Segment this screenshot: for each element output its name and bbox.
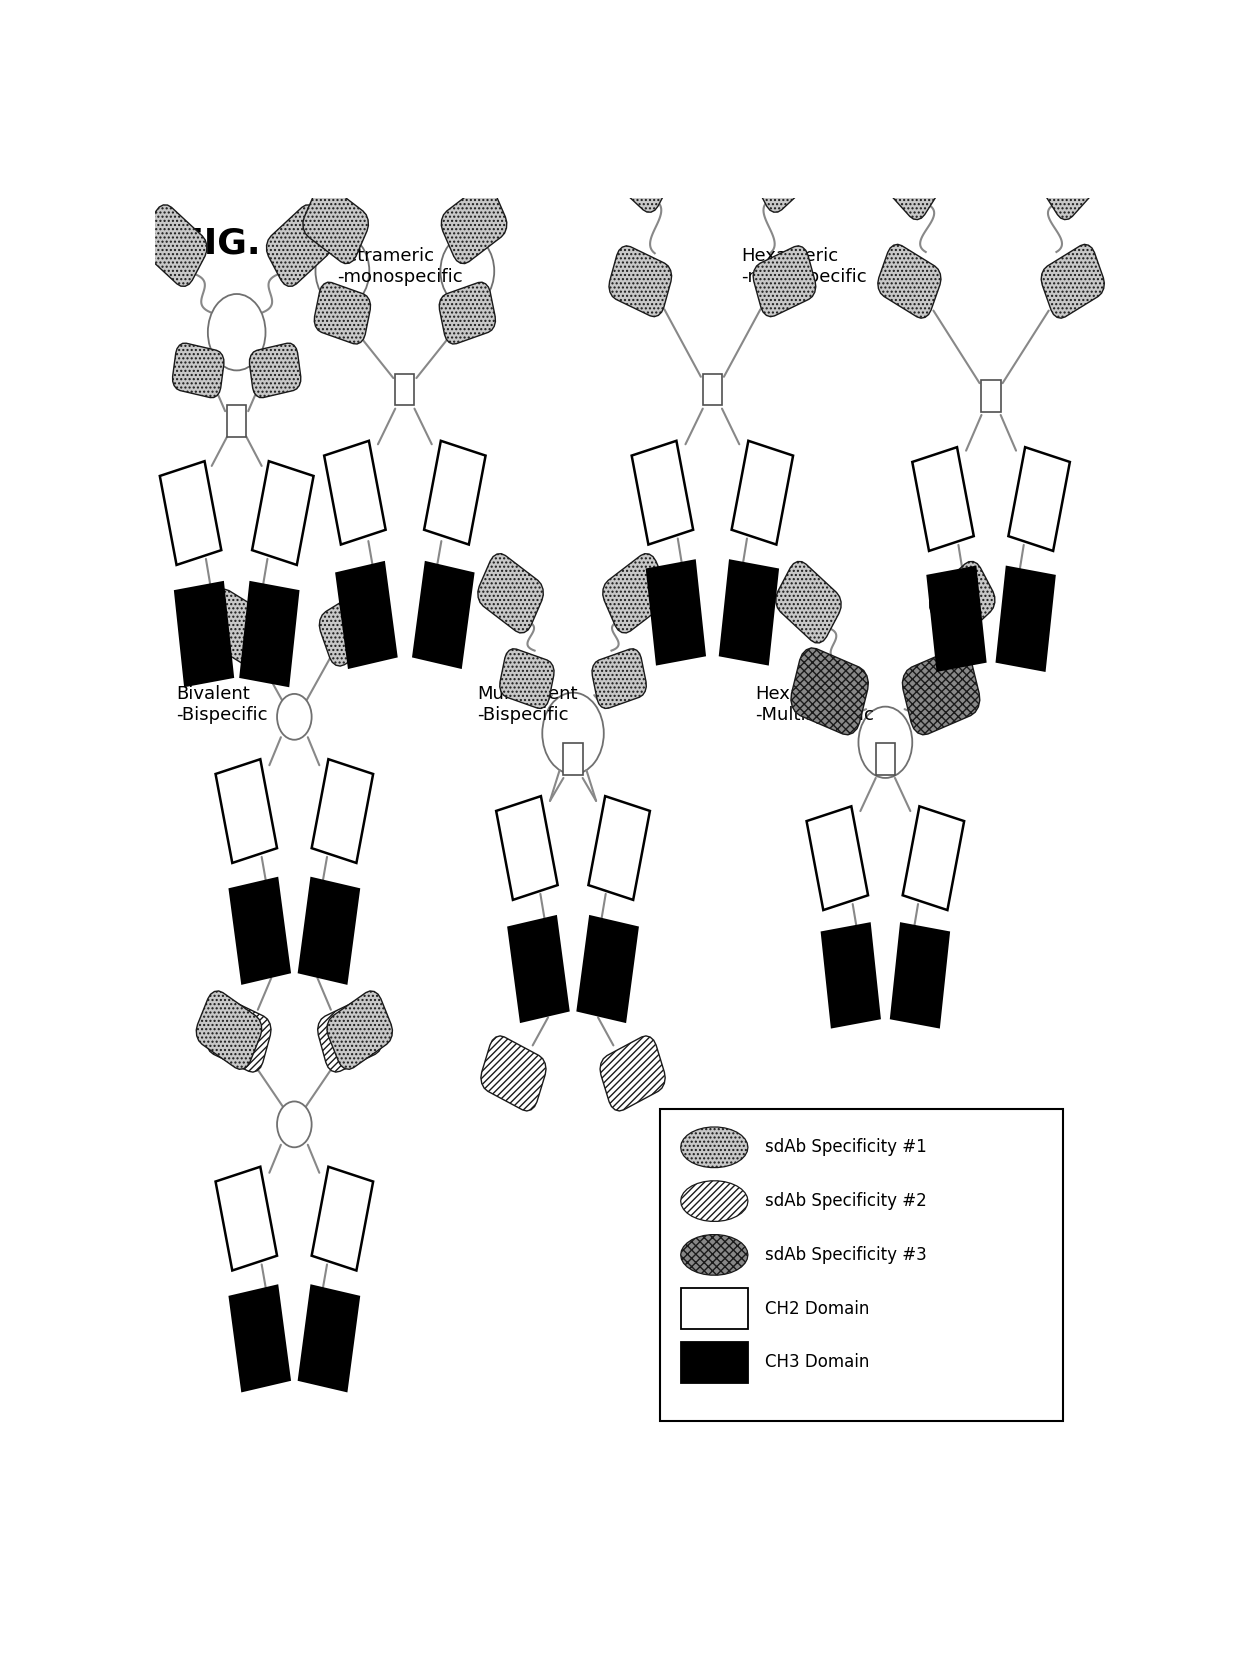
Polygon shape [681,1181,748,1221]
Polygon shape [878,139,941,220]
Polygon shape [928,567,986,670]
Polygon shape [249,344,301,397]
Polygon shape [216,759,277,863]
Circle shape [542,693,604,774]
Polygon shape [477,554,543,633]
Polygon shape [913,447,973,551]
Polygon shape [196,991,262,1068]
Circle shape [208,294,265,370]
Polygon shape [903,648,980,734]
Circle shape [277,1102,311,1148]
Bar [396,374,414,405]
Polygon shape [681,1234,748,1275]
Polygon shape [997,567,1054,670]
Polygon shape [508,916,568,1022]
Polygon shape [314,283,371,344]
Polygon shape [791,648,868,734]
Polygon shape [413,562,474,668]
Polygon shape [172,344,224,397]
Polygon shape [609,246,672,316]
Polygon shape [141,205,207,286]
Text: FIG. 1: FIG. 1 [179,227,299,260]
Polygon shape [647,561,704,665]
Circle shape [315,235,370,306]
Text: Tetrameric
-monospecific: Tetrameric -monospecific [337,246,464,286]
Polygon shape [732,442,794,544]
Polygon shape [892,923,949,1027]
Text: sdAb Specificity #1: sdAb Specificity #1 [765,1138,928,1156]
Polygon shape [500,648,554,708]
Circle shape [440,235,495,306]
Polygon shape [229,1285,290,1391]
Polygon shape [160,461,221,566]
Bar [681,1288,748,1330]
Polygon shape [753,134,816,212]
Polygon shape [229,878,290,984]
Polygon shape [903,805,965,910]
Polygon shape [424,442,486,544]
Polygon shape [324,442,386,544]
Text: Multivalent
-Bispecific: Multivalent -Bispecific [477,685,578,724]
Polygon shape [439,283,496,344]
Bar [681,1341,748,1383]
Bar [875,743,895,774]
Polygon shape [609,134,672,212]
Polygon shape [600,1035,665,1111]
Polygon shape [822,923,879,1027]
Polygon shape [441,184,507,263]
Polygon shape [299,1285,358,1391]
Polygon shape [631,442,693,544]
Text: sdAb Specificity #2: sdAb Specificity #2 [765,1193,928,1211]
Polygon shape [252,461,314,566]
Polygon shape [776,562,841,643]
Bar [227,405,247,437]
Polygon shape [175,582,233,686]
Polygon shape [267,205,332,286]
Polygon shape [299,878,358,984]
Bar [660,1110,1063,1421]
Polygon shape [878,245,941,318]
Polygon shape [311,759,373,863]
Polygon shape [311,1166,373,1270]
Polygon shape [496,796,558,900]
Polygon shape [206,999,272,1072]
Polygon shape [753,246,816,316]
Polygon shape [591,648,646,708]
Polygon shape [241,582,298,686]
Polygon shape [806,805,868,910]
Polygon shape [589,796,650,900]
Text: Hexameric
-monospecific: Hexameric -monospecific [742,246,867,286]
Polygon shape [930,562,994,643]
Polygon shape [1042,139,1104,220]
Polygon shape [720,561,777,665]
Circle shape [858,706,913,777]
Polygon shape [603,554,668,633]
Polygon shape [681,1126,748,1168]
Text: Bivalent
-Bispecific: Bivalent -Bispecific [176,685,268,724]
Circle shape [277,695,311,739]
Text: CH2 Domain: CH2 Domain [765,1300,869,1318]
Text: sdAb Specificity #3: sdAb Specificity #3 [765,1245,928,1264]
Text: CH3 Domain: CH3 Domain [765,1353,869,1371]
Polygon shape [327,991,392,1068]
Polygon shape [216,1166,277,1270]
Text: Hexavalent
-Multispecific: Hexavalent -Multispecific [755,685,874,724]
Polygon shape [1008,447,1070,551]
Polygon shape [578,916,637,1022]
Bar [703,374,722,405]
Bar [982,380,1001,412]
Polygon shape [317,999,382,1072]
Bar [563,743,583,774]
Polygon shape [205,589,269,667]
Polygon shape [320,589,384,667]
Polygon shape [336,562,397,668]
Polygon shape [481,1035,546,1111]
Polygon shape [303,184,368,263]
Polygon shape [1042,245,1105,318]
